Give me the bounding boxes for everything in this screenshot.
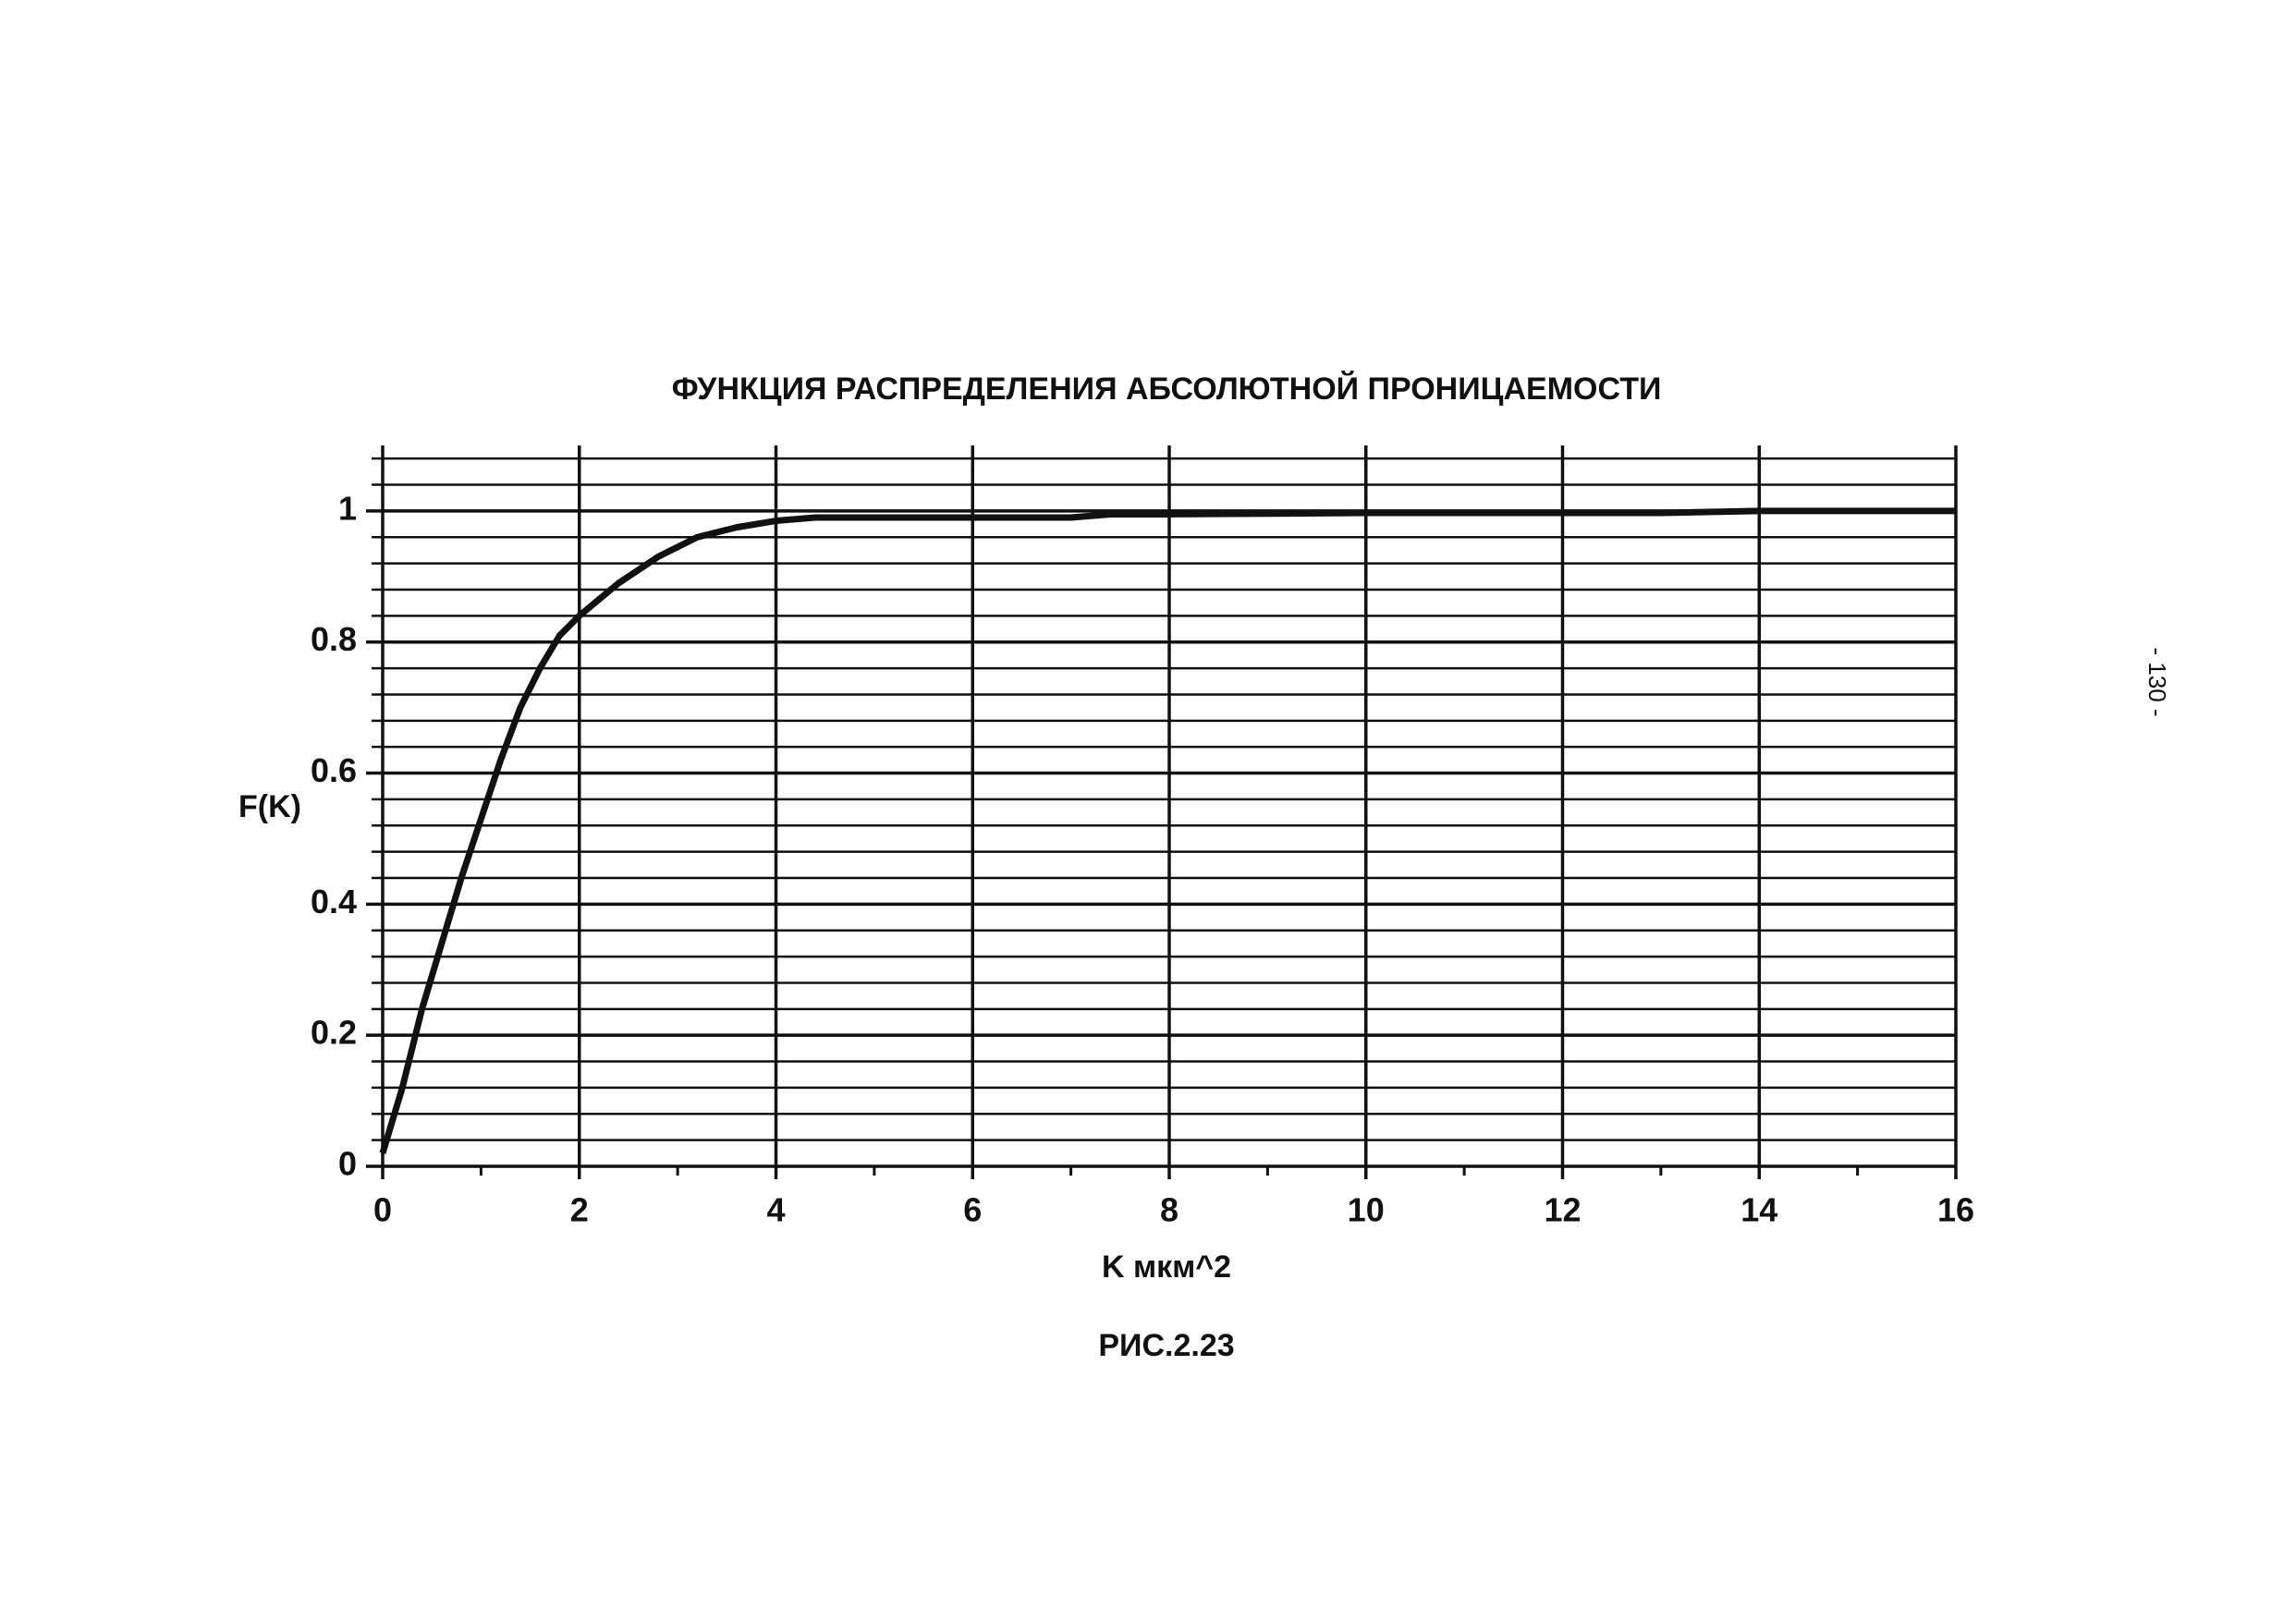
x-tick-label: 4 — [766, 1191, 785, 1229]
x-tick-label: 0 — [373, 1191, 392, 1229]
y-tick-label: 0 — [338, 1145, 357, 1183]
caption: РИС.2.23 — [1098, 1328, 1234, 1363]
y-tick-label: 1 — [338, 489, 357, 527]
x-tick-label: 12 — [1544, 1191, 1581, 1229]
x-tick-label: 8 — [1160, 1191, 1179, 1229]
y-tick-label: 0.8 — [311, 620, 357, 658]
y-tick-label: 0.4 — [311, 883, 357, 920]
x-tick-label: 16 — [1937, 1191, 1974, 1229]
y-axis-label: F(K) — [238, 789, 301, 824]
x-tick-label: 10 — [1348, 1191, 1385, 1229]
data-line — [379, 507, 1956, 1154]
page-number: - 130 - — [2143, 647, 2171, 716]
x-tick-label: 2 — [570, 1191, 589, 1229]
y-tick-label: 0.2 — [311, 1014, 357, 1052]
x-tick-label: 6 — [963, 1191, 982, 1229]
chart-title: ФУНКЦИЯ РАСПРЕДЕЛЕНИЯ АБСОЛЮТНОЙ ПРОНИЦА… — [672, 371, 1662, 407]
x-tick-label: 14 — [1740, 1191, 1777, 1229]
x-axis-label: K мкм^2 — [1102, 1249, 1231, 1285]
y-tick-label: 0.6 — [311, 751, 357, 789]
